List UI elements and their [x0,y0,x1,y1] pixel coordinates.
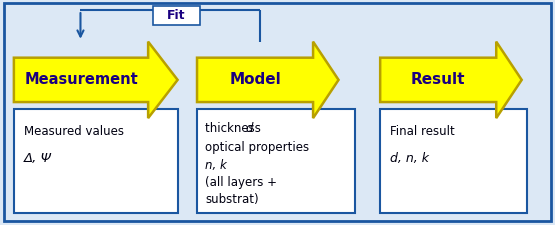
Text: n, k: n, k [205,159,227,172]
FancyBboxPatch shape [197,109,355,213]
FancyBboxPatch shape [380,109,527,213]
Text: Measurement: Measurement [24,72,138,87]
FancyBboxPatch shape [153,6,200,25]
Text: Model: Model [229,72,281,87]
FancyBboxPatch shape [4,3,551,221]
Text: Fit: Fit [167,9,185,22]
Polygon shape [14,42,178,118]
Text: d, n, k: d, n, k [390,152,429,165]
Text: (all layers +: (all layers + [205,176,278,189]
Text: d: d [246,122,254,135]
Text: Δ, Ψ: Δ, Ψ [24,152,52,165]
Text: optical properties: optical properties [205,141,310,154]
Polygon shape [380,42,522,118]
Text: Result: Result [411,72,466,87]
FancyBboxPatch shape [14,109,178,213]
Text: substrat): substrat) [205,193,259,206]
Text: Final result: Final result [390,125,455,138]
Text: thickness: thickness [205,122,265,135]
Polygon shape [197,42,339,118]
Text: Measured values: Measured values [24,125,124,138]
